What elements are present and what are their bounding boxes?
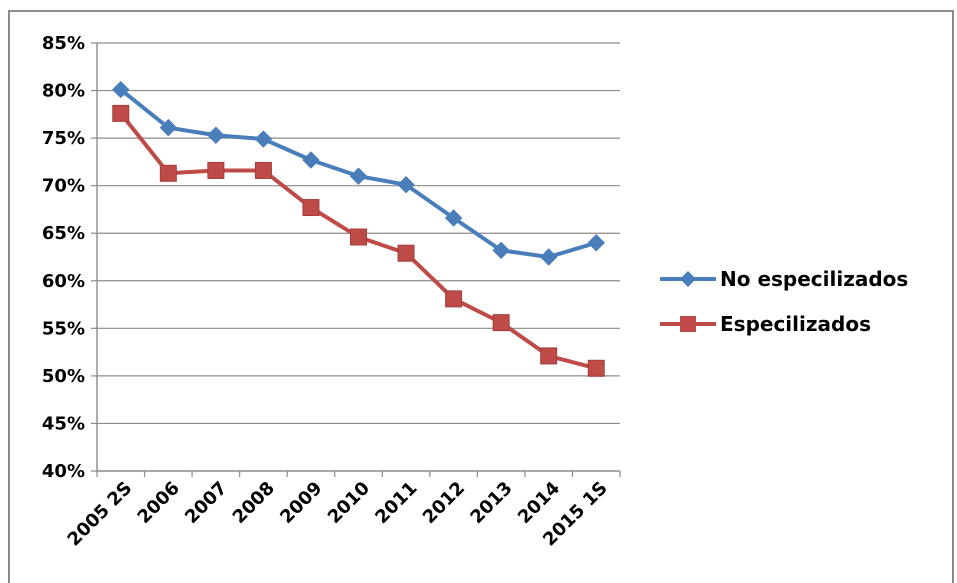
y-tick-label: 55% [42,318,85,339]
y-tick-label: 60% [42,271,85,292]
x-tick-label: 2013 [466,478,516,528]
y-tick-label: 75% [42,128,85,149]
y-tick-label: 70% [42,176,85,197]
y-tick-label: 80% [42,81,85,102]
x-tick-label: 2012 [419,478,469,528]
x-tick-label: 2006 [134,478,184,528]
series-layer [112,80,605,377]
data-point [302,151,320,169]
y-tick-label: 65% [42,223,85,244]
legend: No especilizados Especilizados [660,267,908,336]
y-tick-label: 50% [42,366,85,387]
data-point [159,118,178,137]
data-point [254,161,272,179]
y-tick-label: 40% [42,461,85,482]
data-point [539,248,558,266]
x-tick-label: 2007 [181,478,231,528]
data-point [207,126,225,144]
x-tick-label: 2010 [324,478,374,528]
legend-label: No especilizados [720,267,908,291]
axes [96,43,620,472]
data-point [350,228,367,246]
data-point [112,80,130,99]
data-point [397,176,415,194]
data-point [397,244,415,262]
x-tick-label: 2011 [371,478,421,528]
x-tick-label: 2008 [229,478,279,528]
y-tick-label: 45% [42,413,85,434]
data-point [207,161,225,179]
data-point [159,164,177,182]
data-point [112,104,130,122]
data-point [492,314,510,332]
chart-frame [8,10,954,583]
y-axis-ticks: 40% 45% 50% 55% 60% 65% 70% 75% 80% 85% [42,33,97,482]
data-point [492,241,510,260]
x-tick-label: 2009 [276,478,326,528]
y-tick-label: 85% [42,33,85,54]
data-point [587,359,605,377]
data-point [349,167,368,185]
x-tick-label: 2005 2S [64,478,137,551]
legend-marker [680,316,696,332]
x-axis-ticks: 2005 2S200620072008200920102011201220132… [64,471,621,551]
legend-marker [680,271,696,287]
data-point [254,130,273,148]
data-point [540,347,558,365]
data-point [587,234,605,252]
legend-label: Especilizados [720,312,871,336]
data-point [445,290,463,308]
data-point [444,209,463,227]
data-point [302,199,320,217]
